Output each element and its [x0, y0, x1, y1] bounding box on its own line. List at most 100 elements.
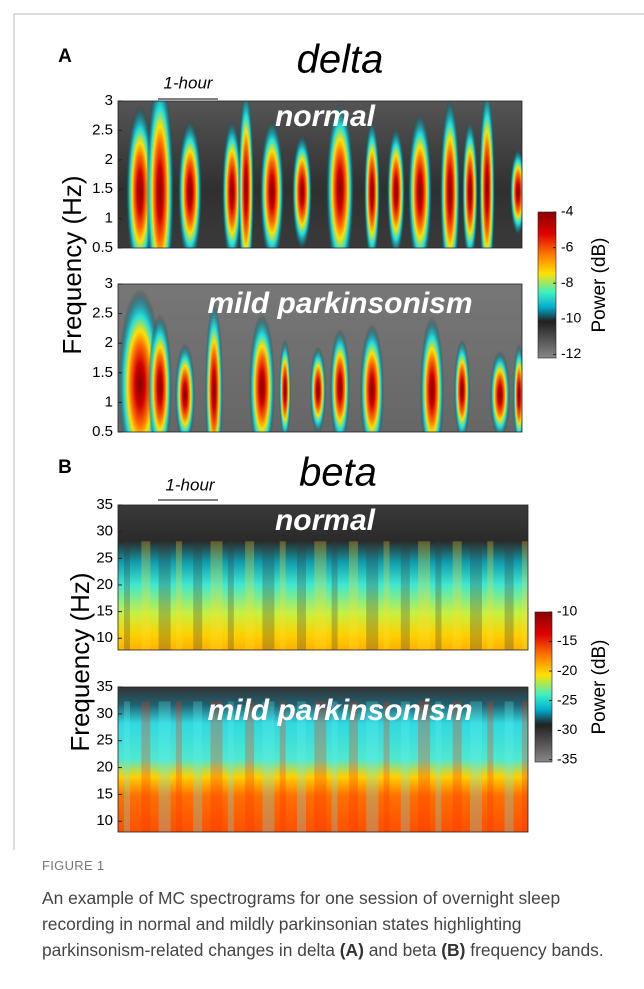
power-streak	[314, 541, 327, 650]
panel-label: A	[58, 46, 72, 67]
power-streak	[227, 541, 234, 650]
y-tick-label: 30	[96, 705, 113, 722]
power-blob	[175, 343, 195, 432]
y-tick-label: 0.5	[92, 423, 113, 440]
power-blob	[292, 133, 312, 248]
power-streak	[297, 541, 306, 650]
power-streak	[262, 701, 275, 832]
power-blob	[513, 343, 522, 432]
colorbar-label: Power (dB)	[589, 639, 610, 734]
y-tick-label: 3	[105, 275, 113, 292]
power-blob	[205, 301, 223, 432]
y-tick-label: 1	[105, 210, 113, 227]
y-tick-label: 10	[96, 812, 113, 829]
y-tick-label: 1.5	[92, 364, 113, 381]
caption-label: FIGURE 1	[42, 858, 105, 873]
colorbar-tick-label: -25	[557, 691, 577, 707]
power-streak	[348, 541, 358, 650]
colorbar-tick-label: -15	[557, 632, 577, 648]
caption-text: and beta	[363, 940, 442, 960]
power-blob	[222, 118, 242, 248]
spectrogram	[118, 101, 522, 248]
colorbar-tick-label: -6	[561, 238, 574, 254]
power-streak	[418, 541, 431, 650]
colorbar-tick-label: -35	[557, 750, 577, 766]
y-tick-label: 10	[96, 629, 113, 646]
power-blob	[462, 118, 478, 248]
power-blob	[326, 101, 354, 248]
colorbar-label: Power (dB)	[589, 237, 610, 332]
power-streak	[158, 541, 171, 650]
power-streak	[418, 701, 431, 832]
power-streak	[158, 701, 171, 832]
power-streak	[210, 701, 223, 832]
power-streak	[124, 701, 130, 832]
y-tick-label: 1.5	[92, 180, 113, 197]
y-tick-label: 3	[105, 92, 113, 109]
power-streak	[504, 541, 514, 650]
power-blob	[260, 118, 284, 248]
power-streak	[175, 541, 182, 650]
colorbar	[534, 611, 553, 763]
caption-text: frequency bands.	[465, 940, 604, 960]
power-streak	[124, 541, 130, 650]
spectrogram	[118, 505, 528, 650]
spectrogram-bg	[118, 505, 528, 650]
power-streak	[331, 541, 338, 650]
panel-title: delta	[297, 38, 384, 82]
caption: FIGURE 1 An example of MC spectrograms f…	[42, 858, 622, 963]
power-streak	[383, 701, 390, 832]
state-label: mild parkinsonism	[207, 694, 472, 727]
power-streak	[193, 541, 203, 650]
power-streak	[383, 541, 390, 650]
power-streak	[262, 541, 275, 650]
power-streak	[331, 701, 338, 832]
plot-frame	[117, 686, 529, 833]
state-label: normal	[275, 100, 376, 133]
scale-bar-label: 1-hour	[163, 73, 213, 92]
power-streak	[400, 701, 410, 832]
spectrogram-bg	[118, 687, 528, 832]
colorbar-tick-label: -10	[557, 603, 577, 619]
power-streak	[193, 701, 203, 832]
power-streak	[227, 701, 234, 832]
power-streak	[487, 701, 494, 832]
y-axis-label: Frequency (Hz)	[65, 572, 95, 751]
y-tick-label: 1	[105, 393, 113, 410]
colorbar-tick-label: -4	[561, 203, 574, 219]
power-blob	[490, 350, 510, 432]
power-blob	[408, 111, 432, 248]
power-blob	[146, 101, 174, 248]
power-streak	[521, 701, 528, 832]
colorbar-tick-label: -30	[557, 721, 577, 737]
state-label: normal	[275, 504, 376, 537]
state-label: mild parkinsonism	[207, 287, 472, 320]
panel-label: B	[58, 457, 72, 478]
power-blob	[364, 118, 380, 248]
power-streak	[279, 541, 286, 650]
y-tick-label: 2.5	[92, 121, 113, 138]
colorbar-tick-label: -10	[561, 310, 581, 326]
spectrogram	[118, 687, 528, 832]
caption-text: An example of MC spectrograms for one se…	[42, 888, 561, 960]
power-streak	[245, 541, 255, 650]
power-streak	[366, 541, 379, 650]
plot-frame	[117, 100, 523, 249]
power-blob	[387, 126, 405, 248]
power-blob	[279, 338, 291, 432]
power-blob	[330, 328, 350, 432]
power-blob	[360, 323, 384, 432]
panel-title: beta	[299, 451, 377, 495]
power-streak	[470, 541, 482, 650]
power-blob	[420, 316, 444, 432]
y-tick-label: 25	[96, 732, 113, 749]
power-streak	[297, 701, 306, 832]
power-streak	[504, 701, 514, 832]
caption-text: An example of MC spectrograms for one se…	[42, 885, 622, 963]
power-streak	[452, 541, 462, 650]
y-tick-label: 25	[96, 549, 113, 566]
caption-ref: (A)	[339, 940, 364, 960]
y-tick-label: 2	[105, 334, 113, 351]
y-tick-label: 15	[96, 603, 113, 620]
